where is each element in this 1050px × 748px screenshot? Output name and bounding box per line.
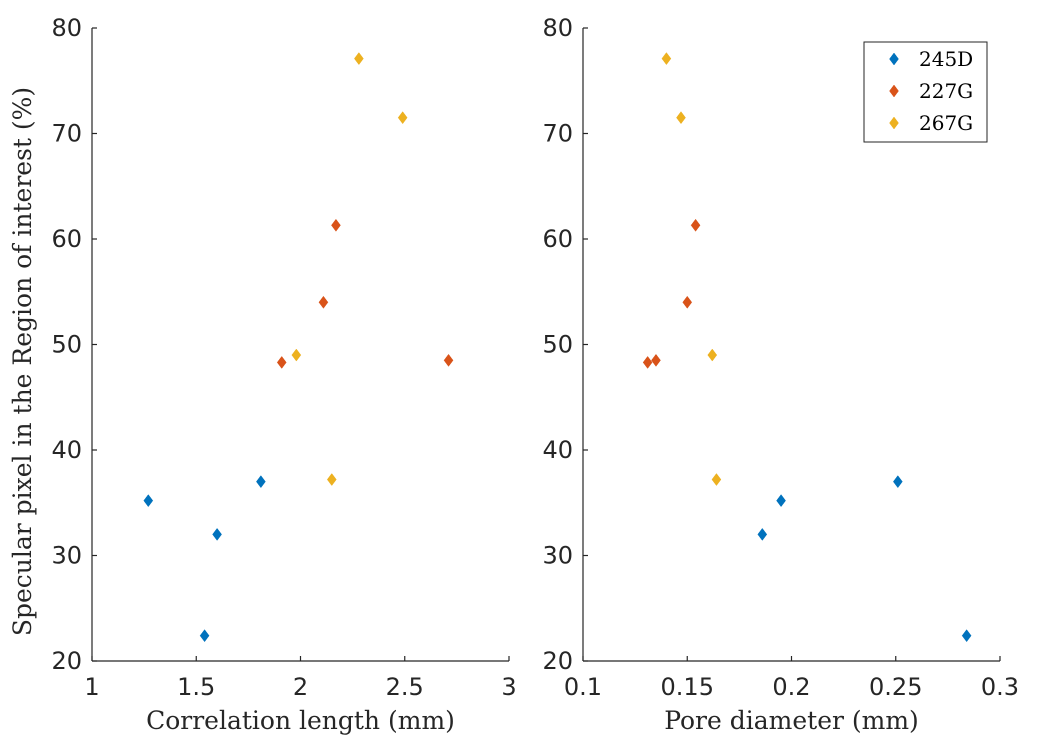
data-point-245D: [143, 494, 154, 508]
x-axis-label: Pore diameter (mm): [664, 706, 919, 735]
data-point-227G: [651, 353, 661, 367]
x-tick-label: 1: [84, 673, 99, 701]
legend-marker-267G: [889, 116, 899, 130]
y-tick-label: 40: [51, 436, 82, 464]
legend-label: 227G: [919, 79, 973, 103]
data-point-227G: [318, 295, 329, 309]
legend-box: [863, 41, 988, 143]
y-tick-label: 20: [51, 647, 82, 675]
y-tick-label: 50: [542, 331, 573, 359]
data-point-267G: [711, 473, 722, 486]
data-point-267G: [326, 473, 337, 486]
data-point-267G: [676, 111, 686, 125]
data-point-245D: [893, 475, 903, 489]
data-point-245D: [776, 494, 786, 508]
x-tick-label: 3: [501, 673, 516, 701]
data-point-267G: [707, 348, 718, 362]
y-tick-label: 70: [542, 120, 573, 148]
data-point-267G: [397, 111, 408, 125]
data-point-227G: [443, 353, 454, 367]
data-point-245D: [757, 527, 768, 541]
y-tick-label: 50: [51, 331, 82, 359]
data-point-245D: [199, 629, 210, 643]
x-axis-label: Correlation length (mm): [146, 706, 455, 735]
legend-marker-227G: [889, 84, 899, 98]
legend-label: 245D: [919, 47, 973, 71]
data-point-245D: [212, 527, 222, 541]
y-tick-label: 60: [542, 225, 573, 253]
y-tick-label: 80: [542, 14, 573, 42]
x-tick-label: 0.1: [564, 673, 602, 701]
data-point-267G: [354, 52, 364, 66]
y-tick-label: 70: [51, 120, 82, 148]
x-tick-label: 0.3: [981, 673, 1019, 701]
y-tick-label: 20: [542, 647, 573, 675]
y-tick-label: 30: [542, 542, 573, 570]
data-point-267G: [291, 348, 302, 362]
legend-marker-245D: [889, 52, 899, 66]
y-tick-label: 30: [51, 542, 82, 570]
data-point-227G: [331, 218, 341, 232]
data-point-267G: [661, 52, 672, 66]
data-point-245D: [961, 629, 972, 643]
y-axis-label: Specular pixel in the Region of interest…: [8, 87, 37, 636]
y-tick-label: 40: [542, 436, 573, 464]
x-tick-label: 0.25: [869, 673, 922, 701]
data-point-227G: [642, 356, 653, 369]
data-point-227G: [682, 295, 693, 309]
data-point-245D: [256, 475, 266, 489]
y-tick-label: 80: [51, 14, 82, 42]
data-point-227G: [690, 218, 701, 232]
data-point-227G: [276, 356, 287, 369]
legend-label: 267G: [919, 111, 973, 135]
x-tick-label: 2: [293, 673, 308, 701]
x-tick-label: 2.5: [386, 673, 424, 701]
y-tick-label: 60: [51, 225, 82, 253]
x-tick-label: 0.15: [661, 673, 714, 701]
x-tick-label: 0.2: [772, 673, 810, 701]
x-tick-label: 1.5: [177, 673, 215, 701]
